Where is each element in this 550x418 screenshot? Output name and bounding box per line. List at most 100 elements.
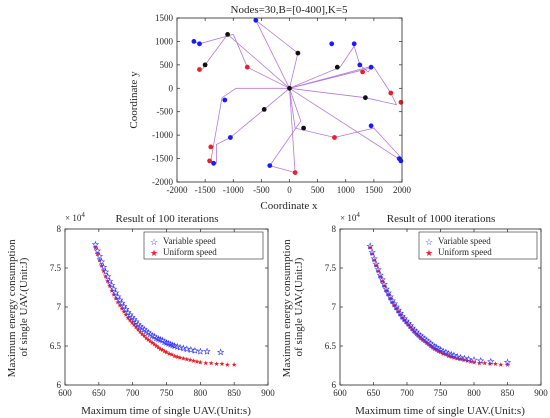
variable-speed-point bbox=[460, 354, 469, 362]
variable-speed-point bbox=[154, 335, 163, 343]
blue-node bbox=[253, 17, 259, 23]
uniform-speed-point bbox=[224, 362, 230, 367]
variable-speed-point bbox=[166, 340, 175, 348]
legend-marker-variable: ☆ bbox=[150, 237, 158, 247]
variable-speed-point bbox=[378, 275, 386, 283]
red-node bbox=[244, 64, 250, 70]
variable-speed-point bbox=[196, 347, 205, 355]
uniform-speed-point bbox=[446, 353, 452, 359]
blue-node bbox=[357, 62, 363, 68]
uniform-speed-point bbox=[429, 344, 435, 350]
uniform-speed-point bbox=[471, 359, 477, 365]
x-tick-label: -500 bbox=[253, 185, 270, 195]
red-node bbox=[292, 170, 298, 176]
variable-speed-point bbox=[487, 357, 495, 365]
uniform-speed-point bbox=[97, 257, 102, 263]
uniform-speed-point bbox=[159, 347, 165, 352]
uniform-speed-point bbox=[427, 343, 433, 349]
x-tick-label: 750 bbox=[434, 388, 448, 398]
iterations-1000-chart: Result of 1000 iterations × 104 600 650 70… bbox=[281, 211, 548, 417]
variable-speed-point bbox=[103, 272, 112, 280]
uniform-speed-point bbox=[147, 338, 153, 344]
x-tick-label: 650 bbox=[92, 388, 106, 398]
y-tick-label: 1000 bbox=[155, 36, 174, 46]
blue-node bbox=[368, 123, 374, 129]
x-tick-label: 2000 bbox=[393, 185, 412, 195]
variable-speed-point bbox=[366, 242, 374, 250]
red-node bbox=[360, 69, 365, 75]
x-tick-label: 900 bbox=[261, 388, 275, 398]
uniform-speed-point bbox=[177, 355, 183, 360]
uniform-speed-point bbox=[208, 360, 214, 366]
uniform-speed-point bbox=[468, 359, 474, 364]
y-tick-label: 1500 bbox=[155, 13, 174, 23]
variable-speed-point bbox=[176, 343, 184, 351]
route-map-chart: Nodes=30,B=[0-400],K=5 -2000 -1500 -1000 -5… bbox=[128, 4, 412, 212]
variable-speed-point bbox=[99, 263, 108, 271]
variable-speed-point bbox=[434, 345, 443, 353]
uniform-speed-point bbox=[214, 361, 220, 367]
uniform-speed-point bbox=[203, 360, 209, 366]
y-tick-label: 7.5 bbox=[325, 263, 337, 273]
variable-speed-point bbox=[116, 296, 124, 304]
uniform-speed-point bbox=[109, 288, 115, 293]
y-tick-label: 7 bbox=[332, 302, 337, 312]
y-tick-label: 6 bbox=[57, 380, 62, 390]
y-tick-label: 8 bbox=[332, 224, 337, 234]
route-nodes bbox=[191, 17, 404, 176]
legend-label-variable: Variable speed bbox=[163, 236, 216, 246]
uniform-speed-point bbox=[417, 335, 423, 341]
uniform-speed-point bbox=[121, 309, 127, 314]
red-node bbox=[398, 99, 404, 105]
red-node bbox=[208, 144, 214, 150]
variable-speed-point bbox=[436, 346, 445, 354]
uniform-speed-point bbox=[487, 361, 493, 367]
variable-speed-point bbox=[164, 339, 173, 347]
variable-speed-point bbox=[187, 346, 195, 354]
y-tick-label: -2000 bbox=[152, 177, 173, 187]
black-node bbox=[363, 95, 368, 101]
uniform-speed-point bbox=[115, 299, 121, 305]
iterations-100-exponent: × 104 bbox=[65, 211, 85, 223]
variable-speed-point bbox=[156, 335, 165, 343]
iterations-1000-exponent: × 104 bbox=[340, 211, 360, 223]
uniform-speed-point bbox=[432, 346, 437, 352]
black-node bbox=[295, 50, 301, 56]
variable-speed-point bbox=[108, 281, 116, 289]
iterations-1000-axes: 600 650 700 750 800 850 900 6 6.5 7 7.5 8 bbox=[325, 224, 549, 398]
variable-speed-point bbox=[390, 300, 398, 308]
uniform-speed-point bbox=[123, 312, 129, 317]
uniform-speed-point bbox=[440, 351, 446, 356]
uniform-speed-point bbox=[155, 344, 161, 350]
variable-speed-point bbox=[216, 348, 225, 356]
iterations-1000-marks bbox=[366, 242, 512, 367]
variable-speed-point bbox=[95, 252, 104, 260]
iterations-1000-legend: ☆ Variable speed ★ Uniform speed bbox=[418, 231, 538, 260]
y-tick-label: -1000 bbox=[152, 130, 173, 140]
variable-speed-point bbox=[388, 296, 396, 304]
variable-speed-point bbox=[118, 299, 126, 307]
black-node bbox=[225, 32, 231, 37]
x-tick-label: 500 bbox=[311, 185, 325, 195]
black-node bbox=[301, 125, 306, 131]
variable-speed-point bbox=[105, 277, 114, 285]
variable-speed-point bbox=[477, 356, 485, 364]
iterations-100-x-label: Maximum time of single UAV.(Unit:s) bbox=[81, 405, 251, 417]
black-node bbox=[334, 64, 340, 70]
x-tick-label: 800 bbox=[467, 388, 481, 398]
variable-speed-point bbox=[394, 306, 402, 314]
x-tick-label: 600 bbox=[333, 388, 347, 398]
variable-speed-point bbox=[162, 339, 171, 347]
blue-node bbox=[222, 97, 228, 103]
variable-speed-point bbox=[203, 347, 211, 355]
variable-speed-point bbox=[442, 348, 450, 356]
x-tick-label: 850 bbox=[227, 388, 241, 398]
route-line bbox=[289, 66, 398, 106]
legend-label-uniform: Uniform speed bbox=[438, 247, 492, 257]
x-tick-label: 700 bbox=[126, 388, 140, 398]
blue-node bbox=[228, 135, 233, 140]
y-tick-label: 7.5 bbox=[50, 263, 62, 273]
uniform-speed-point bbox=[231, 362, 237, 367]
variable-speed-point bbox=[152, 334, 161, 342]
variable-speed-point bbox=[183, 345, 191, 353]
